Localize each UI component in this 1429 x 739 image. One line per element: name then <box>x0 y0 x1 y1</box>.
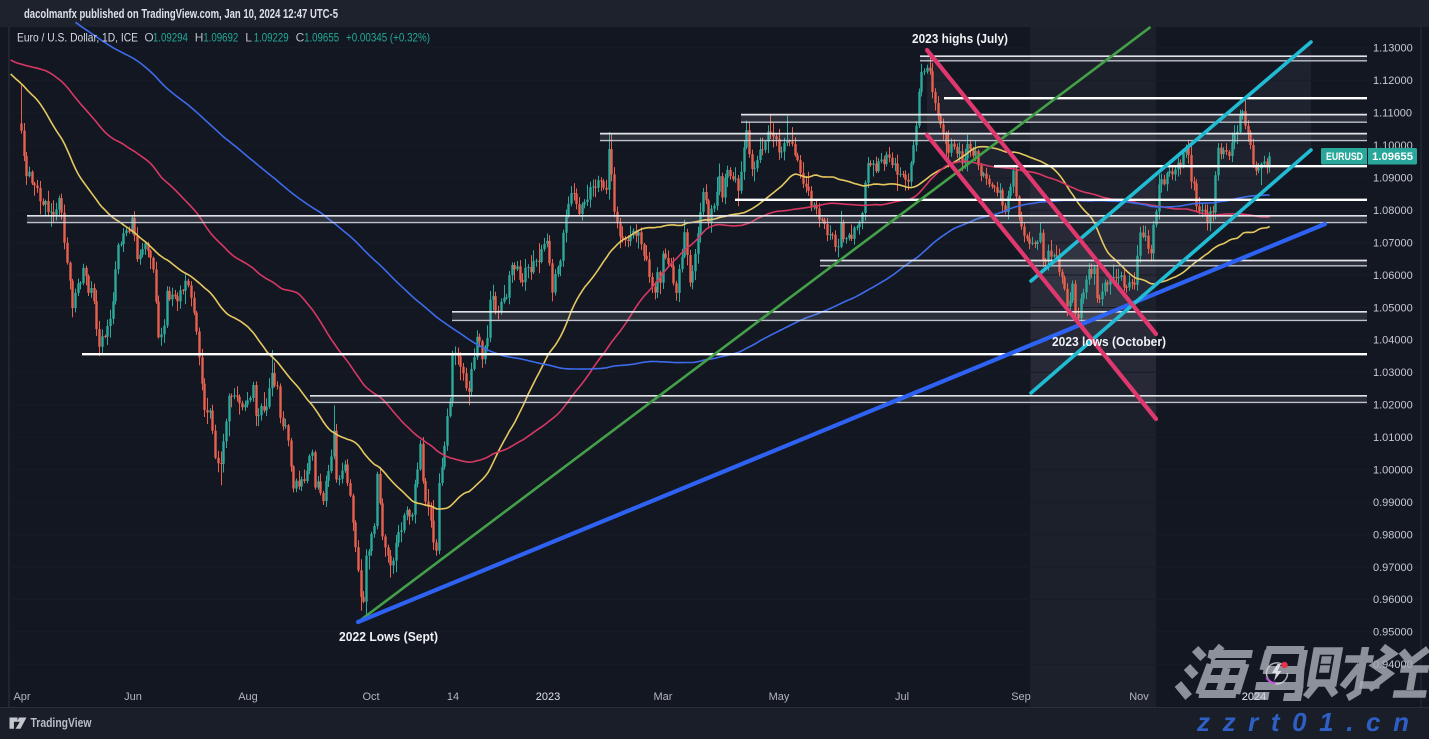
svg-text:Euro / U.S. Dollar, 1D, ICE: Euro / U.S. Dollar, 1D, ICE <box>17 31 138 45</box>
svg-text:L: L <box>245 31 252 45</box>
svg-text:0.97000: 0.97000 <box>1373 562 1413 574</box>
svg-text:1.05000: 1.05000 <box>1373 302 1413 314</box>
svg-text:1.13000: 1.13000 <box>1373 43 1413 55</box>
svg-text:1.12000: 1.12000 <box>1373 75 1413 87</box>
svg-text:2023 highs (July): 2023 highs (July) <box>912 32 1008 46</box>
svg-text:1.09294: 1.09294 <box>153 31 188 45</box>
svg-text:2022 Lows (Sept): 2022 Lows (Sept) <box>339 630 438 644</box>
svg-text:dacolmanfx published on Tradin: dacolmanfx published on TradingView.com,… <box>24 6 338 21</box>
svg-text:1.09229: 1.09229 <box>254 31 289 45</box>
svg-text:Oct: Oct <box>362 691 379 703</box>
svg-text:1.09655: 1.09655 <box>304 31 339 45</box>
svg-text:2023: 2023 <box>536 691 560 703</box>
svg-text:0.98000: 0.98000 <box>1373 529 1413 541</box>
svg-text:Apr: Apr <box>13 691 30 703</box>
svg-text:2023 lows (October): 2023 lows (October) <box>1052 335 1166 349</box>
svg-text:EURUSD: EURUSD <box>1326 151 1363 163</box>
svg-text:1.08000: 1.08000 <box>1373 205 1413 217</box>
svg-text:0.96000: 0.96000 <box>1373 594 1413 606</box>
svg-text:1.09655: 1.09655 <box>1372 151 1413 163</box>
svg-text:1.11000: 1.11000 <box>1373 108 1412 120</box>
svg-text:1.00000: 1.00000 <box>1373 465 1413 477</box>
svg-text:+0.00345 (+0.32%): +0.00345 (+0.32%) <box>346 31 430 45</box>
svg-text:Mar: Mar <box>654 691 673 703</box>
svg-text:1.04000: 1.04000 <box>1373 335 1413 347</box>
svg-text:zzrt01.cn: zzrt01.cn <box>1196 707 1409 737</box>
svg-text:1.09000: 1.09000 <box>1373 173 1413 185</box>
svg-text:0.95000: 0.95000 <box>1373 627 1413 639</box>
svg-text:1.01000: 1.01000 <box>1373 432 1413 444</box>
svg-text:1.09692: 1.09692 <box>203 31 238 45</box>
svg-text:Nov: Nov <box>1129 691 1149 703</box>
svg-text:C: C <box>296 31 305 45</box>
svg-text:1.03000: 1.03000 <box>1373 367 1413 379</box>
svg-text:Jun: Jun <box>124 691 142 703</box>
svg-text:1.02000: 1.02000 <box>1373 400 1413 412</box>
svg-text:0.99000: 0.99000 <box>1373 497 1413 509</box>
svg-text:1.07000: 1.07000 <box>1373 237 1413 249</box>
svg-text:14: 14 <box>447 691 459 703</box>
svg-text:Jul: Jul <box>895 691 909 703</box>
svg-text:1.06000: 1.06000 <box>1373 270 1413 282</box>
svg-text:TradingView: TradingView <box>31 715 92 730</box>
svg-text:H: H <box>195 31 204 45</box>
svg-text:May: May <box>769 691 790 703</box>
svg-text:Aug: Aug <box>238 691 258 703</box>
svg-text:Sep: Sep <box>1011 691 1031 703</box>
svg-text:2024: 2024 <box>1242 691 1266 703</box>
svg-text:O: O <box>144 31 153 45</box>
